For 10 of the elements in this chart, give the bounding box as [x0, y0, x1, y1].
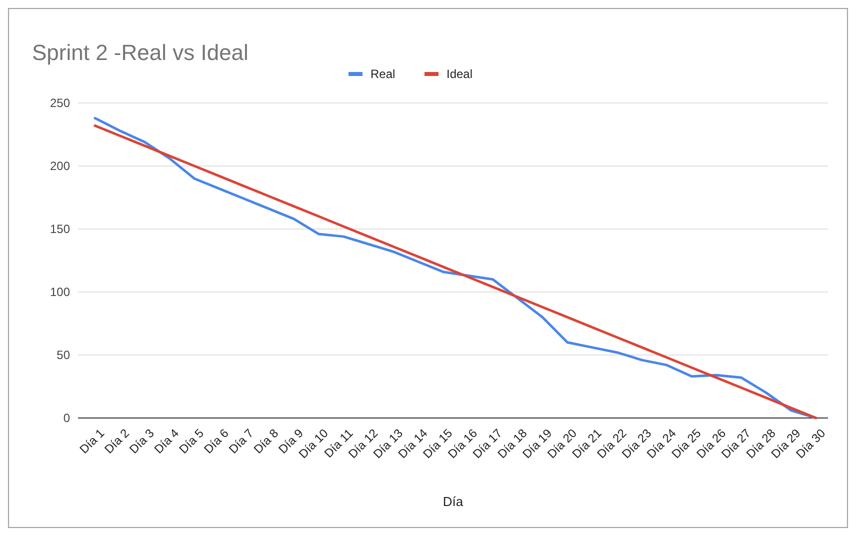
chart-title: Sprint 2 -Real vs Ideal	[32, 40, 248, 65]
y-tick-label: 150	[50, 222, 70, 236]
y-tick-label: 100	[50, 285, 70, 300]
y-tick-label: 0	[63, 411, 70, 426]
x-axis-title: Día	[442, 494, 464, 509]
y-tick-label: 50	[56, 348, 70, 362]
legend-label: Real	[370, 67, 396, 81]
y-tick-label: 200	[50, 159, 70, 174]
y-tick-label: 250	[50, 96, 70, 110]
legend-label: Ideal	[446, 67, 473, 81]
